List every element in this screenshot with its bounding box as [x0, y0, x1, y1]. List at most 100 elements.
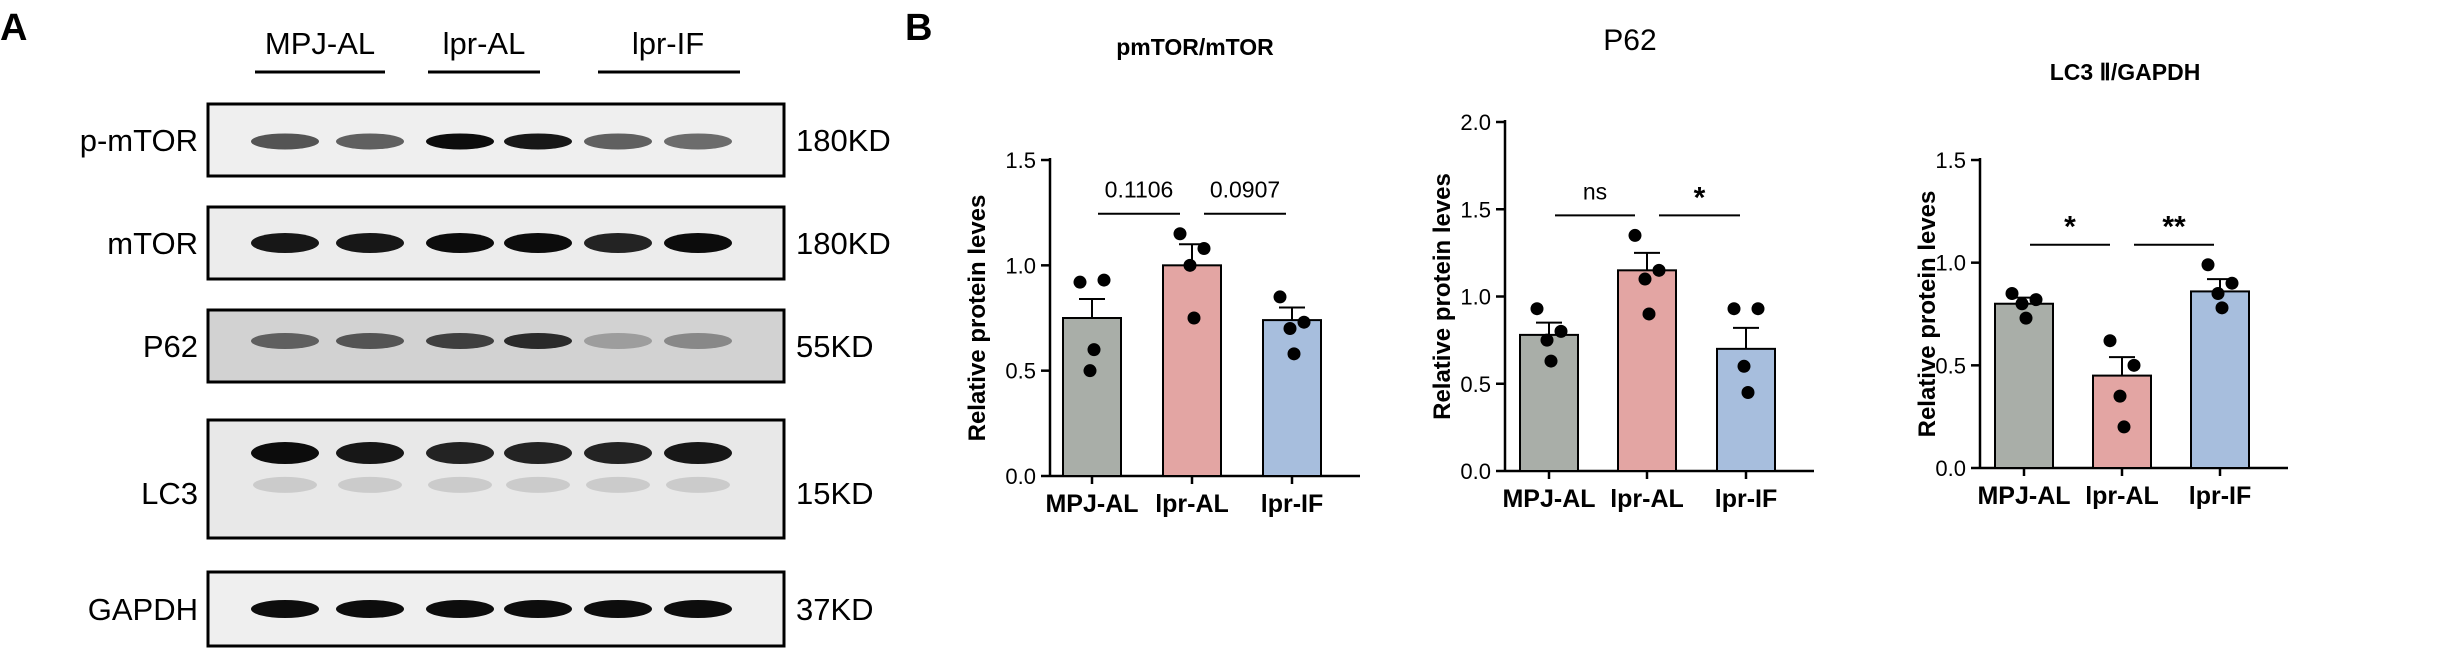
- blot-band: [504, 133, 572, 150]
- x-tick-label: MPJ-AL: [1502, 485, 1595, 513]
- blot-band: [504, 600, 572, 618]
- data-point: [1544, 354, 1558, 368]
- data-point: [2225, 276, 2239, 290]
- significance-label: 0.0907: [1210, 177, 1280, 203]
- group-header: lpr-AL: [443, 26, 526, 61]
- bar-chart-3: LC3 Ⅱ/GAPDH 0.0 0.5 1.0 1.5 Relative protein …: [1914, 59, 2288, 510]
- blot-band: [426, 233, 494, 253]
- bar: [1994, 302, 2054, 469]
- molecular-weight-label: 15KD: [796, 476, 874, 511]
- blot-band: [426, 600, 494, 618]
- blot-band: [426, 133, 494, 150]
- data-point: [1197, 241, 1211, 255]
- blot-band: [584, 600, 652, 618]
- x-tick-label: lpr-AL: [2085, 482, 2159, 510]
- blot-band-faint: [338, 476, 402, 493]
- blot-band-faint: [506, 476, 570, 493]
- significance-label: *: [1694, 181, 1706, 214]
- bar-chart-2: P62 0.0 0.5 1.0 1.5 2.0 Relative protein leves…: [1429, 24, 1814, 513]
- y-tick-label: 0.0: [1460, 459, 1491, 484]
- group-header: MPJ-AL: [265, 26, 375, 61]
- blot-band-faint: [666, 476, 730, 493]
- blot-band: [251, 442, 319, 465]
- blot-band-faint: [586, 476, 650, 493]
- blot-band: [504, 233, 572, 253]
- data-point: [2103, 334, 2117, 348]
- data-point: [1540, 333, 1554, 347]
- data-point: [1628, 228, 1642, 242]
- x-tick-label: MPJ-AL: [1045, 490, 1138, 518]
- chart-title: P62: [1603, 24, 1656, 57]
- data-point: [1751, 302, 1765, 316]
- blot-row-gapdh: GAPDH 37KD: [88, 570, 874, 648]
- y-axis-label: Relative protein leves: [964, 195, 991, 442]
- chart-title: pmTOR/mTOR: [1116, 34, 1274, 60]
- data-point: [2201, 258, 2215, 272]
- y-tick-label: 0.0: [1005, 464, 1036, 489]
- bar: [1062, 317, 1122, 477]
- y-tick-label: 1.5: [1460, 197, 1491, 222]
- panel-label-b: B: [905, 7, 932, 49]
- data-point: [2211, 286, 2225, 300]
- blot-band: [504, 442, 572, 465]
- blot-row-mtor: mTOR 180KD: [107, 205, 891, 281]
- data-point: [2019, 311, 2033, 325]
- data-point: [2117, 420, 2131, 434]
- blot-band: [251, 600, 319, 618]
- data-point: [1287, 347, 1301, 361]
- blot-band: [336, 332, 404, 349]
- protein-label: p-mTOR: [80, 123, 198, 158]
- x-tick-label: lpr-AL: [1155, 490, 1229, 518]
- blot-band: [251, 233, 319, 253]
- x-tick-label: lpr-AL: [1610, 485, 1684, 513]
- y-tick-label: 0.5: [1460, 372, 1491, 397]
- blot-row-p-mtor: p-mTOR 180KD: [80, 102, 891, 178]
- x-tick-label: MPJ-AL: [1977, 482, 2070, 510]
- data-point: [1642, 307, 1656, 321]
- blot-band: [664, 600, 732, 618]
- blot-band: [336, 233, 404, 253]
- bar: [1162, 264, 1222, 478]
- data-point: [1173, 227, 1187, 241]
- blot-band: [584, 133, 652, 150]
- data-point: [1187, 311, 1201, 325]
- data-point: [2127, 358, 2141, 372]
- data-point: [1073, 275, 1087, 289]
- y-tick-label: 1.0: [1460, 285, 1491, 310]
- significance-label: **: [2162, 211, 2186, 244]
- blot-band: [251, 332, 319, 349]
- protein-label: P62: [143, 329, 198, 364]
- blot-band: [664, 233, 732, 253]
- y-tick-label: 2.0: [1460, 110, 1491, 135]
- blot-band: [504, 332, 572, 349]
- blot-band: [664, 332, 732, 349]
- chart-title: LC3 Ⅱ/GAPDH: [2050, 59, 2201, 85]
- y-tick-label: 1.5: [1935, 148, 1966, 173]
- significance-label: ns: [1583, 178, 1607, 204]
- data-point: [2029, 293, 2043, 307]
- data-point: [1530, 302, 1544, 316]
- data-point: [1741, 385, 1755, 399]
- molecular-weight-label: 37KD: [796, 592, 874, 627]
- data-point: [1097, 273, 1111, 287]
- data-point: [1083, 364, 1097, 378]
- blot-row-p62: P62 55KD: [143, 308, 874, 384]
- blot-band: [664, 442, 732, 465]
- y-tick-label: 1.0: [1005, 253, 1036, 278]
- y-axis-label: Relative protein leves: [1429, 173, 1456, 420]
- y-tick-label: 1.5: [1005, 148, 1036, 173]
- x-tick-label: lpr-IF: [1715, 485, 1778, 513]
- blot-band: [584, 442, 652, 465]
- molecular-weight-label: 180KD: [796, 123, 891, 158]
- molecular-weight-label: 55KD: [796, 329, 874, 364]
- blot-row-lc3: LC3 15KD: [141, 418, 874, 540]
- panel-label-a: A: [0, 7, 27, 49]
- blot-band: [426, 332, 494, 349]
- data-point: [1273, 290, 1287, 304]
- blot-band-faint: [428, 476, 492, 493]
- x-tick-label: lpr-IF: [1261, 490, 1324, 518]
- bar-chart-1: pmTOR/mTOR 0.0 0.5 1.0 1.5 Relative protein l…: [964, 34, 1360, 518]
- y-tick-label: 0.5: [1005, 359, 1036, 384]
